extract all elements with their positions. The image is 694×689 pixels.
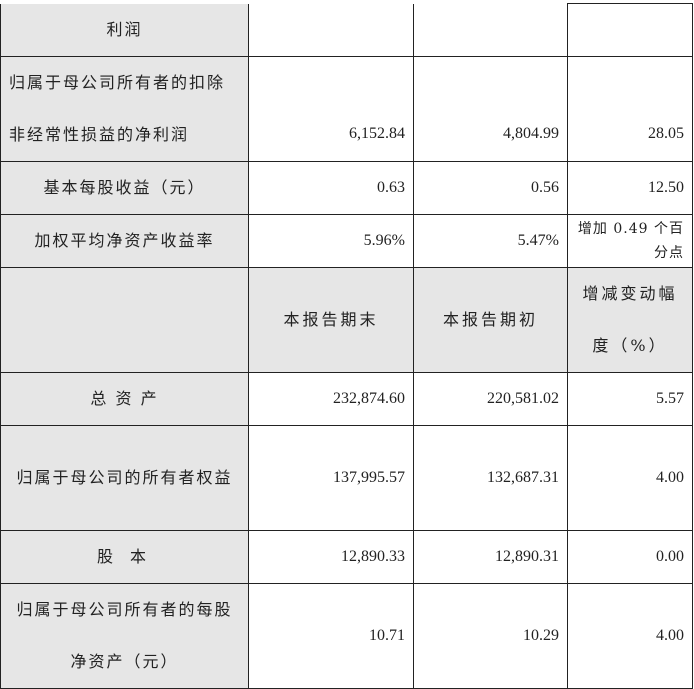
- header-period-end: 本报告期末: [248, 267, 414, 373]
- cell-current: 5.96%: [248, 214, 414, 268]
- cell-current: 232,874.60: [248, 372, 414, 426]
- header-blank: [0, 267, 249, 373]
- cell-current: 6,152.84: [248, 56, 414, 162]
- header-row: 本报告期末 本报告期初 增减变动幅度（%）: [0, 267, 693, 373]
- cell-change: 增加 0.49 个百分点: [567, 214, 693, 268]
- cell: [567, 3, 693, 57]
- header-change: 增减变动幅度（%）: [567, 267, 693, 373]
- cell-current: 0.63: [248, 161, 414, 215]
- header-period-start: 本报告期初: [413, 267, 568, 373]
- row-label: 基本每股收益（元）: [0, 161, 249, 215]
- row-label: 股 本: [0, 530, 249, 584]
- cell-previous: 12,890.31: [413, 530, 568, 584]
- table-row: 利润: [0, 3, 693, 57]
- financial-table: 利润 归属于母公司所有者的扣除非经常性损益的净利润 6,152.84 4,804…: [0, 3, 693, 689]
- row-label: 归属于母公司所有者的扣除非经常性损益的净利润: [0, 56, 249, 162]
- table-row: 归属于母公司所有者的每股净资产（元） 10.71 10.29 4.00: [0, 583, 693, 689]
- cell-previous: 5.47%: [413, 214, 568, 268]
- table-row: 基本每股收益（元） 0.63 0.56 12.50: [0, 161, 693, 215]
- row-label: 总 资 产: [0, 372, 249, 426]
- cell-previous: 132,687.31: [413, 425, 568, 531]
- table-row: 总 资 产 232,874.60 220,581.02 5.57: [0, 372, 693, 426]
- cell-previous: 4,804.99: [413, 56, 568, 162]
- table-row: 加权平均净资产收益率 5.96% 5.47% 增加 0.49 个百分点: [0, 214, 693, 268]
- cell-change: 28.05: [567, 56, 693, 162]
- cell-change: 4.00: [567, 583, 693, 689]
- cell-current: 10.71: [248, 583, 414, 689]
- cell-previous: 0.56: [413, 161, 568, 215]
- cell: [248, 3, 414, 57]
- row-label: 归属于母公司所有者的每股净资产（元）: [0, 583, 249, 689]
- row-label: 归属于母公司的所有者权益: [0, 425, 249, 531]
- table-row: 归属于母公司所有者的扣除非经常性损益的净利润 6,152.84 4,804.99…: [0, 56, 693, 162]
- cell-current: 12,890.33: [248, 530, 414, 584]
- cell-change: 5.57: [567, 372, 693, 426]
- cell-previous: 10.29: [413, 583, 568, 689]
- cell-change: 4.00: [567, 425, 693, 531]
- table-row: 股 本 12,890.33 12,890.31 0.00: [0, 530, 693, 584]
- row-label: 加权平均净资产收益率: [0, 214, 249, 268]
- cell-change: 0.00: [567, 530, 693, 584]
- cell-change: 12.50: [567, 161, 693, 215]
- cell-current: 137,995.57: [248, 425, 414, 531]
- cell-previous: 220,581.02: [413, 372, 568, 426]
- row-label: 利润: [0, 3, 249, 57]
- cell: [413, 3, 568, 57]
- table-row: 归属于母公司的所有者权益 137,995.57 132,687.31 4.00: [0, 425, 693, 531]
